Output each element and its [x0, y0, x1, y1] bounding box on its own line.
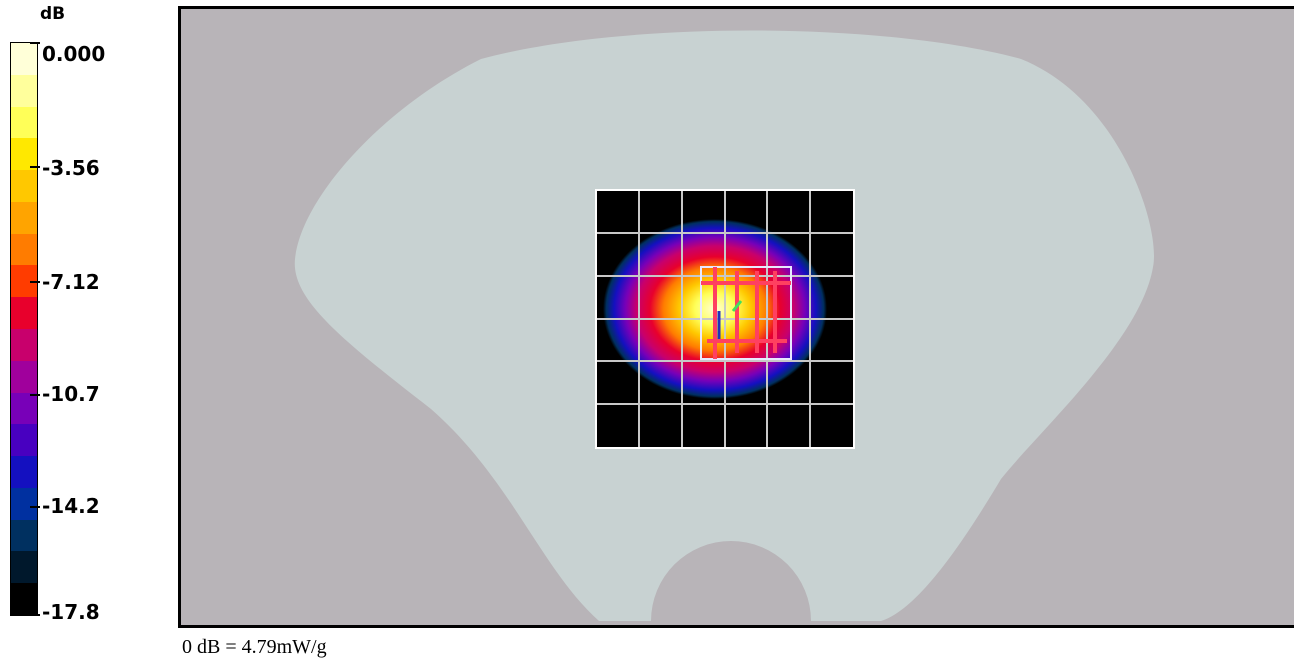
colorbar-segment: [11, 74, 37, 108]
colorbar-segment: [11, 424, 37, 457]
colorbar-segment: [11, 201, 37, 235]
colorbar-legend: dB 0.000 -3.56 -7.12 -10.7 -14.2 -17.8: [0, 0, 170, 640]
tick-label: -14.2: [42, 494, 100, 518]
legend-unit: dB: [40, 4, 66, 24]
tick-label: -17.8: [42, 600, 100, 624]
tick-mark: [30, 166, 40, 168]
tick-mark: [30, 281, 40, 283]
sar-scan-area: [595, 189, 855, 449]
tick-label: -10.7: [42, 382, 100, 406]
tick-mark: [30, 614, 40, 616]
colorbar-segment: [11, 329, 37, 362]
colorbar-segment: [11, 360, 37, 394]
scan-grid: [597, 191, 853, 447]
colorbar-segment: [11, 487, 37, 521]
colorbar-segment: [11, 170, 37, 203]
tick-label: -7.12: [42, 270, 100, 294]
tick-label: 0.000: [42, 42, 106, 66]
sar-heatmap: [597, 191, 853, 447]
device-overlay: [700, 266, 792, 360]
plot-area: [178, 6, 1294, 628]
colorbar-segment: [11, 583, 37, 616]
tick-mark: [30, 506, 40, 508]
colorbar: [10, 42, 38, 616]
tick-mark: [30, 394, 40, 396]
reference-footnote: 0 dB = 4.79mW/g: [182, 636, 327, 658]
colorbar-segment: [11, 297, 37, 330]
colorbar-segment: [11, 138, 37, 171]
colorbar-segment: [11, 519, 37, 552]
colorbar-segment: [11, 551, 37, 584]
tick-mark: [30, 42, 40, 44]
colorbar-segment: [11, 43, 37, 76]
colorbar-segment: [11, 106, 37, 139]
colorbar-segment: [11, 233, 37, 266]
tick-label: -3.56: [42, 156, 100, 180]
colorbar-segment: [11, 392, 37, 425]
colorbar-segment: [11, 456, 37, 489]
